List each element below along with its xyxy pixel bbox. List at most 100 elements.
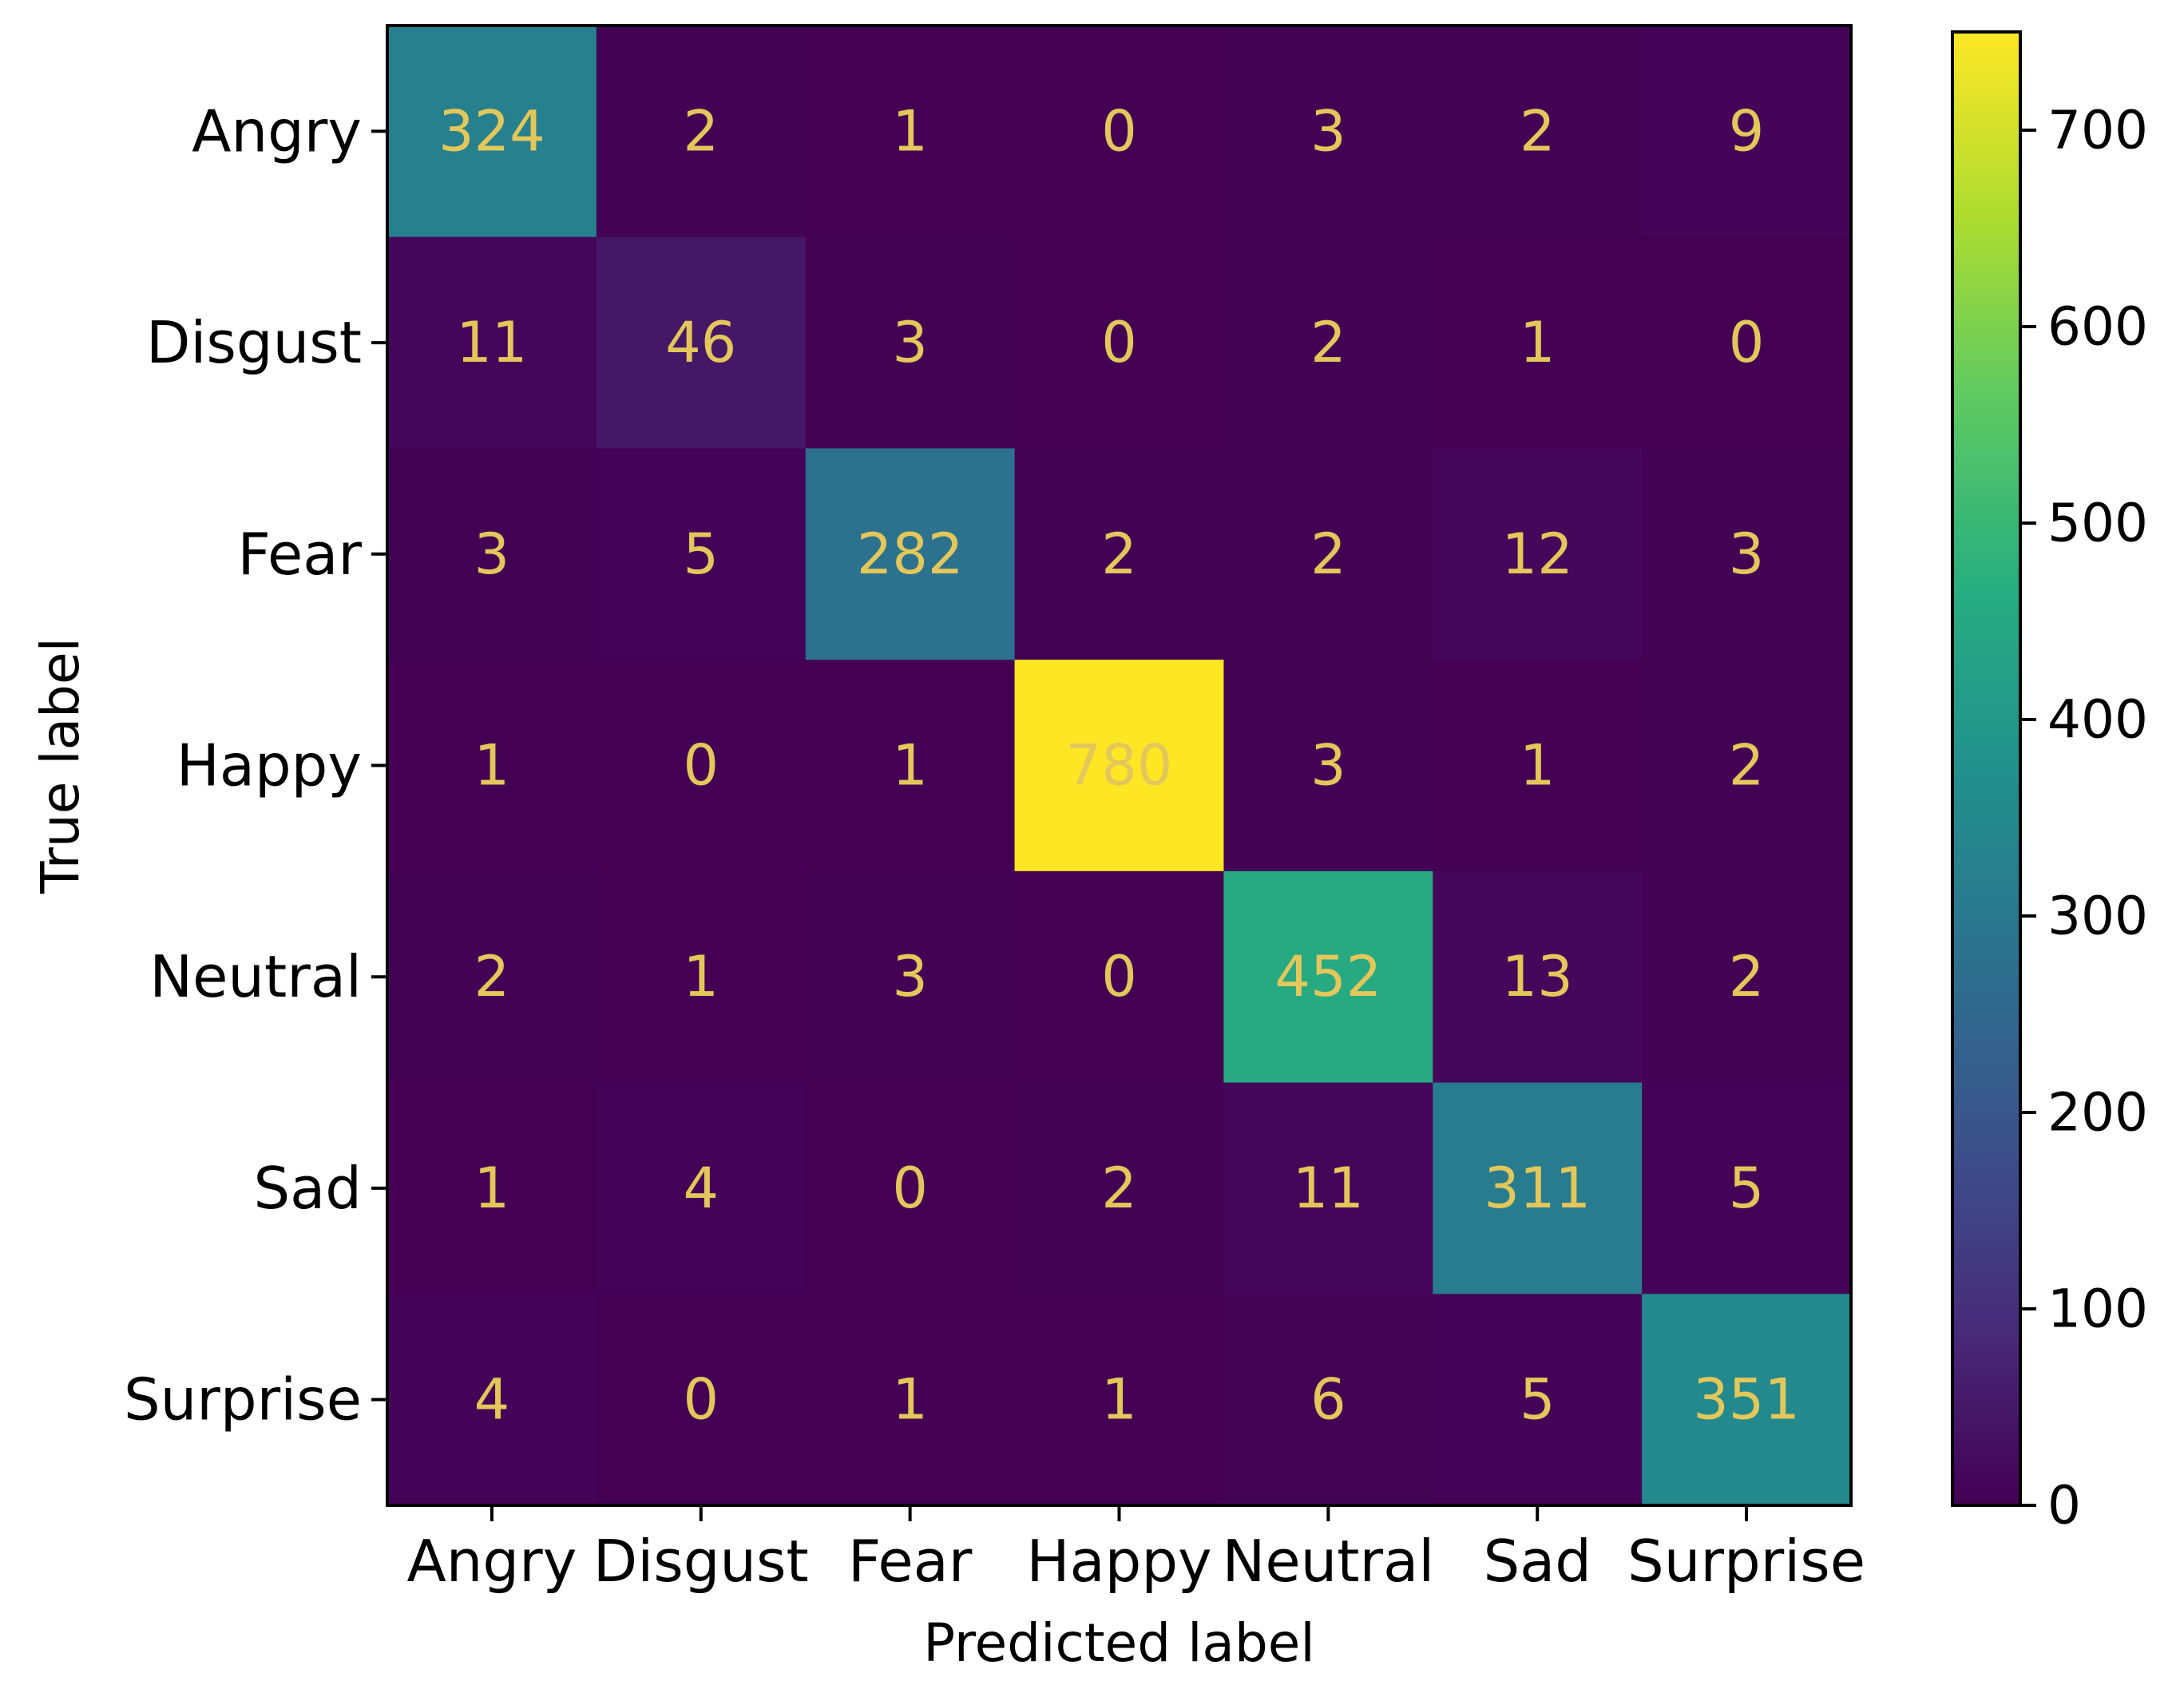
cell-value-label: 311 bbox=[1484, 1156, 1591, 1221]
heatmap-cell bbox=[1223, 1082, 1433, 1294]
colorbar-tick-label: 0 bbox=[2047, 1475, 2081, 1536]
cell-value-label: 324 bbox=[438, 98, 545, 164]
heatmap-cell bbox=[1433, 26, 1643, 238]
heatmap-cell bbox=[1223, 870, 1433, 1084]
heatmap-cell bbox=[1642, 870, 1852, 1084]
x-axis-title: Predicted label bbox=[923, 1612, 1314, 1674]
heatmap-cell bbox=[1642, 26, 1852, 238]
cell-value-label: 1 bbox=[892, 98, 928, 164]
cell-value-label: 0 bbox=[1101, 944, 1137, 1009]
x-tick-label: Neutral bbox=[1222, 1528, 1434, 1595]
heatmap-cell bbox=[1642, 1082, 1852, 1294]
cell-value-label: 1 bbox=[1520, 733, 1556, 799]
y-axis-title: True label bbox=[30, 637, 91, 894]
cell-value-label: 46 bbox=[665, 310, 736, 375]
cell-value-label: 3 bbox=[892, 310, 928, 375]
heatmap-cell bbox=[1433, 1082, 1643, 1294]
heatmap-cell bbox=[1223, 1294, 1433, 1506]
cell-value-label: 3 bbox=[892, 944, 928, 1009]
heatmap-grid: 324 2 1 0 3 2 911 46 3 0 2 1 03 5 282 2 2 12 31 0 1 780 3 1 22 1 3… bbox=[386, 24, 1853, 1507]
heatmap-cell bbox=[387, 448, 597, 660]
cell-value-label: 2 bbox=[684, 98, 719, 164]
cell-value-label: 2 bbox=[1101, 1156, 1137, 1221]
cell-value-label: 1 bbox=[892, 1367, 928, 1433]
heatmap-cell bbox=[1014, 660, 1224, 872]
cell-value-label: 0 bbox=[684, 733, 719, 799]
y-axis: Angry Disgust Fear Happy Neutral Sad Surprise bbox=[124, 97, 387, 1433]
y-tick-label: Surprise bbox=[124, 1366, 362, 1433]
heatmap-cell bbox=[596, 1294, 807, 1506]
cell-value-label: 5 bbox=[1729, 1156, 1765, 1221]
heatmap-cell bbox=[387, 236, 597, 449]
y-tick-label: Disgust bbox=[146, 309, 362, 376]
heatmap-cell bbox=[1223, 448, 1433, 660]
heatmap-cell bbox=[1642, 448, 1852, 660]
heatmap-cell bbox=[596, 448, 807, 660]
heatmap-cell bbox=[1433, 1294, 1643, 1506]
cell-value-label: 0 bbox=[1729, 310, 1765, 375]
cell-value-label: 0 bbox=[684, 1367, 719, 1433]
cell-value-label: 2 bbox=[1310, 521, 1346, 587]
y-tick-label: Fear bbox=[238, 521, 363, 588]
y-tick-label: Neutral bbox=[149, 943, 362, 1010]
heatmap-cell bbox=[596, 26, 807, 238]
cell-value-label: 780 bbox=[1066, 733, 1173, 799]
heatmap-cell bbox=[1642, 1294, 1852, 1506]
colorbar-tick-label: 500 bbox=[2047, 493, 2148, 554]
heatmap-cell bbox=[1433, 660, 1643, 872]
heatmap-cell bbox=[387, 26, 597, 238]
y-tick-label: Happy bbox=[176, 732, 362, 799]
cell-value-label: 11 bbox=[456, 310, 527, 375]
heatmap-cell bbox=[1642, 660, 1852, 872]
cell-value-label: 5 bbox=[1520, 1367, 1556, 1433]
cell-value-label: 3 bbox=[1310, 98, 1346, 164]
cell-value-label: 282 bbox=[857, 521, 964, 587]
colorbar-gradient bbox=[1951, 30, 2022, 1507]
cell-value-label: 2 bbox=[1520, 98, 1556, 164]
x-tick-label: Happy bbox=[1026, 1528, 1211, 1595]
cell-value-label: 4 bbox=[474, 1367, 510, 1433]
heatmap-cell bbox=[1433, 448, 1643, 660]
colorbar-tick-label: 200 bbox=[2047, 1082, 2148, 1144]
colorbar: 0 100 200 300 400 500 600 700 bbox=[1951, 30, 2148, 1536]
cell-value-label: 2 bbox=[1310, 310, 1346, 375]
heatmap-cell bbox=[1223, 26, 1433, 238]
heatmap-cell bbox=[387, 870, 597, 1084]
cell-value-label: 4 bbox=[684, 1156, 719, 1221]
cell-value-label: 2 bbox=[1729, 733, 1765, 799]
cell-value-label: 3 bbox=[1310, 733, 1346, 799]
heatmap-cell bbox=[1014, 870, 1224, 1084]
y-tick-label: Angry bbox=[192, 97, 362, 165]
x-tick-label: Surprise bbox=[1627, 1528, 1865, 1595]
cell-value-label: 12 bbox=[1502, 521, 1573, 587]
heatmap-cell bbox=[1433, 236, 1643, 449]
cell-value-label: 0 bbox=[1101, 98, 1137, 164]
colorbar-tick-label: 700 bbox=[2047, 100, 2148, 161]
heatmap-cell bbox=[1642, 236, 1852, 449]
cell-value-label: 13 bbox=[1502, 944, 1573, 1009]
heatmap-cell bbox=[596, 1082, 807, 1294]
cell-value-label: 0 bbox=[1101, 310, 1137, 375]
heatmap-cell bbox=[805, 660, 1016, 872]
heatmap-cell bbox=[1014, 26, 1224, 238]
cell-value-label: 1 bbox=[474, 1156, 510, 1221]
cell-value-label: 1 bbox=[684, 944, 719, 1009]
x-tick-label: Disgust bbox=[593, 1528, 809, 1595]
heatmap-cell bbox=[1223, 660, 1433, 872]
heatmap-cell bbox=[387, 1294, 597, 1506]
heatmap-cell bbox=[1014, 1294, 1224, 1506]
cell-value-label: 1 bbox=[1520, 310, 1556, 375]
cell-value-label: 2 bbox=[474, 944, 510, 1009]
heatmap-cell bbox=[387, 660, 597, 872]
heatmap-cell bbox=[1014, 1082, 1224, 1294]
heatmap-cell bbox=[805, 870, 1016, 1084]
heatmap-cell bbox=[387, 1082, 597, 1294]
cell-value-label: 6 bbox=[1310, 1367, 1346, 1433]
heatmap-cell bbox=[596, 660, 807, 872]
cell-value-label: 351 bbox=[1693, 1367, 1800, 1433]
cell-value-label: 5 bbox=[684, 521, 719, 587]
heatmap-cell bbox=[1014, 448, 1224, 660]
colorbar-tick-label: 100 bbox=[2047, 1279, 2148, 1340]
cell-value-label: 11 bbox=[1293, 1156, 1364, 1221]
